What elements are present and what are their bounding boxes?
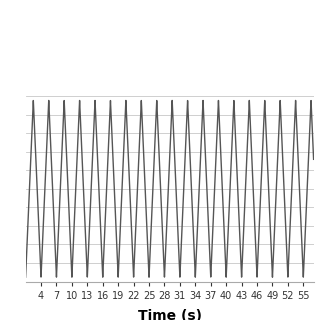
- X-axis label: Time (s): Time (s): [138, 309, 202, 320]
